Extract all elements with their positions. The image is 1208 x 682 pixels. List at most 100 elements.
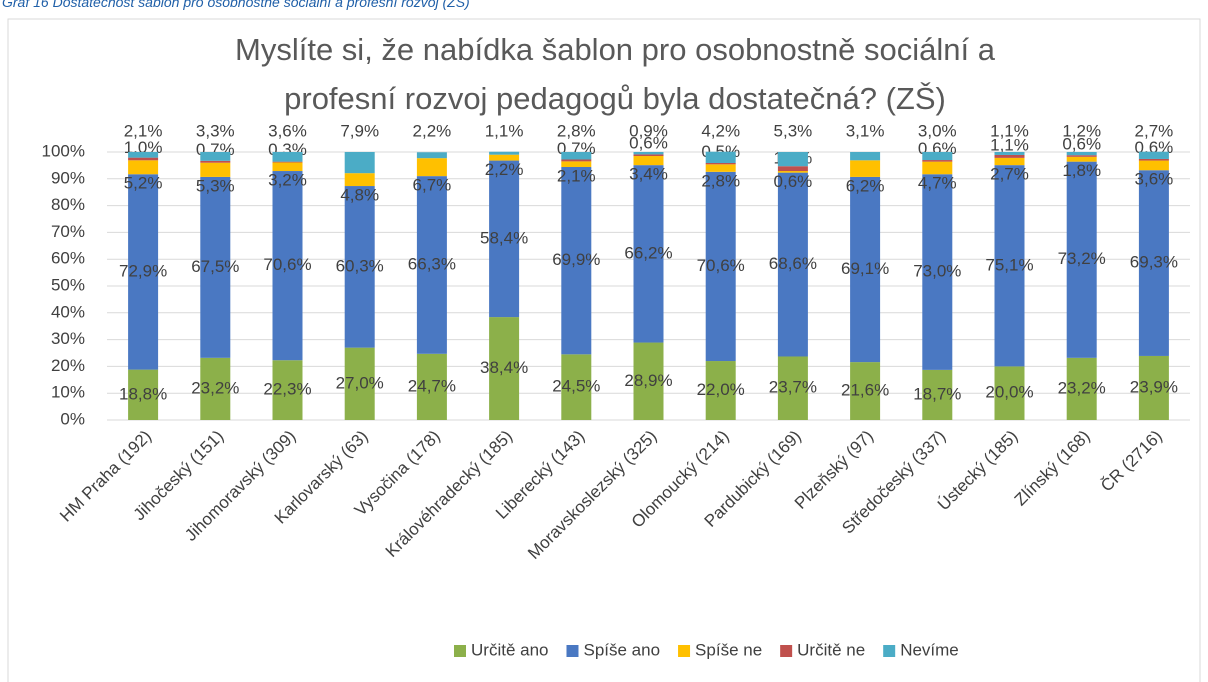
data-label: 2,8% xyxy=(701,171,740,190)
data-label: 4,2% xyxy=(701,121,740,140)
data-label: 6,2% xyxy=(846,176,885,195)
chart-title: profesní rozvoj pedagogů byla dostatečná… xyxy=(284,81,946,116)
data-label: 69,9% xyxy=(552,250,600,269)
data-label: 1,2% xyxy=(1062,121,1101,140)
data-label: 4,8% xyxy=(340,186,379,205)
data-label: 20,0% xyxy=(985,383,1033,402)
data-label: 22,3% xyxy=(263,380,311,399)
data-label: 1,8% xyxy=(1062,161,1101,180)
bar-segment xyxy=(489,160,520,318)
x-tick-label: Zlínský (168) xyxy=(1011,427,1094,510)
bar-segment xyxy=(850,362,881,420)
bar-segment xyxy=(850,176,881,363)
data-label: 2,1% xyxy=(124,121,163,140)
bar-segment xyxy=(922,152,953,161)
bar-segment xyxy=(705,151,736,163)
data-label: 72,9% xyxy=(119,261,167,280)
bar-segment xyxy=(633,156,664,166)
bar-segment xyxy=(1066,155,1097,157)
bar-segment xyxy=(344,173,375,187)
bar-segment xyxy=(705,164,736,172)
bar-segment xyxy=(1066,156,1097,162)
data-label: 75,1% xyxy=(985,255,1033,274)
chart-title: Myslíte si, že nabídka šablon pro osobno… xyxy=(235,32,996,67)
data-label: 73,2% xyxy=(1058,249,1106,268)
bar-segment xyxy=(200,357,231,420)
data-label: 23,2% xyxy=(1058,378,1106,397)
bar-segment xyxy=(416,158,447,177)
bar-segment xyxy=(922,160,953,162)
bar-segment xyxy=(777,172,808,357)
y-tick-label: 0% xyxy=(60,409,85,428)
bar-segment xyxy=(272,152,303,162)
data-label: 23,2% xyxy=(191,378,239,397)
bar-segment xyxy=(1138,160,1169,171)
bar-segment xyxy=(1066,161,1097,358)
bar-segment xyxy=(850,160,881,177)
legend-swatch xyxy=(780,645,793,657)
y-tick-label: 60% xyxy=(51,249,85,268)
bar-segment xyxy=(777,166,808,172)
bar-segment xyxy=(1138,158,1169,161)
bar-segment xyxy=(1066,152,1097,156)
bar-segment xyxy=(922,174,953,370)
bar-segment xyxy=(489,151,520,155)
legend-label: Spíše ano xyxy=(583,640,660,659)
data-label: 22,0% xyxy=(697,380,745,399)
x-tick-label: ČR (2716) xyxy=(1097,427,1166,496)
data-label: 23,9% xyxy=(1130,377,1178,396)
bar-segment xyxy=(705,171,736,362)
data-label: 2,7% xyxy=(1135,121,1174,140)
data-label: 18,8% xyxy=(119,384,167,403)
data-label: 7,9% xyxy=(340,121,379,140)
data-label: 5,3% xyxy=(774,121,813,140)
bar-segment xyxy=(272,171,303,361)
bar-segment xyxy=(200,160,231,163)
y-tick-label: 50% xyxy=(51,275,85,294)
bar-segment xyxy=(489,317,520,420)
bar-segment xyxy=(344,152,375,174)
bar-segment xyxy=(777,171,808,173)
bar-segment xyxy=(561,159,592,162)
legend-swatch xyxy=(678,645,691,657)
bar-segment xyxy=(200,162,231,177)
data-label: 1,1% xyxy=(990,121,1029,140)
bar-segment xyxy=(1066,357,1097,420)
y-tick-label: 40% xyxy=(51,302,85,321)
y-tick-label: 100% xyxy=(42,141,85,160)
bar-segment xyxy=(633,342,664,420)
bar-segment xyxy=(272,162,303,172)
bar-segment xyxy=(705,361,736,420)
y-tick-label: 20% xyxy=(51,356,85,375)
y-tick-label: 30% xyxy=(51,329,85,348)
caption: Graf 16 Dostatečnost šablon pro osobnost… xyxy=(2,0,470,10)
bar-segment xyxy=(633,152,664,155)
data-label: 2,8% xyxy=(557,121,596,140)
bar-segment xyxy=(850,152,881,161)
bar-segment xyxy=(344,186,375,348)
data-label: 18,7% xyxy=(913,384,961,403)
data-label: 67,5% xyxy=(191,257,239,276)
data-label: 24,7% xyxy=(408,376,456,395)
bar-segment xyxy=(416,353,447,420)
bar-segment xyxy=(344,347,375,420)
data-label: 1,1% xyxy=(990,135,1029,154)
data-label: 6,7% xyxy=(413,176,452,195)
x-tick-label: Moravskoslezský (325) xyxy=(524,427,660,563)
data-label: 69,3% xyxy=(1130,253,1178,272)
bar-segment xyxy=(561,152,592,160)
data-label: 28,9% xyxy=(624,371,672,390)
x-tick-label: Královéhradecký (185) xyxy=(382,427,516,561)
data-label: 73,0% xyxy=(913,262,961,281)
data-label: 0,6% xyxy=(629,134,668,153)
bar-segment xyxy=(994,157,1025,166)
bar-segment xyxy=(416,152,447,159)
data-label: 1,1% xyxy=(485,121,524,140)
bar-segment xyxy=(128,369,159,420)
bar-segment xyxy=(922,369,953,420)
bar-segment xyxy=(633,154,664,157)
bar-segment xyxy=(994,152,1025,155)
legend-swatch xyxy=(566,645,579,657)
